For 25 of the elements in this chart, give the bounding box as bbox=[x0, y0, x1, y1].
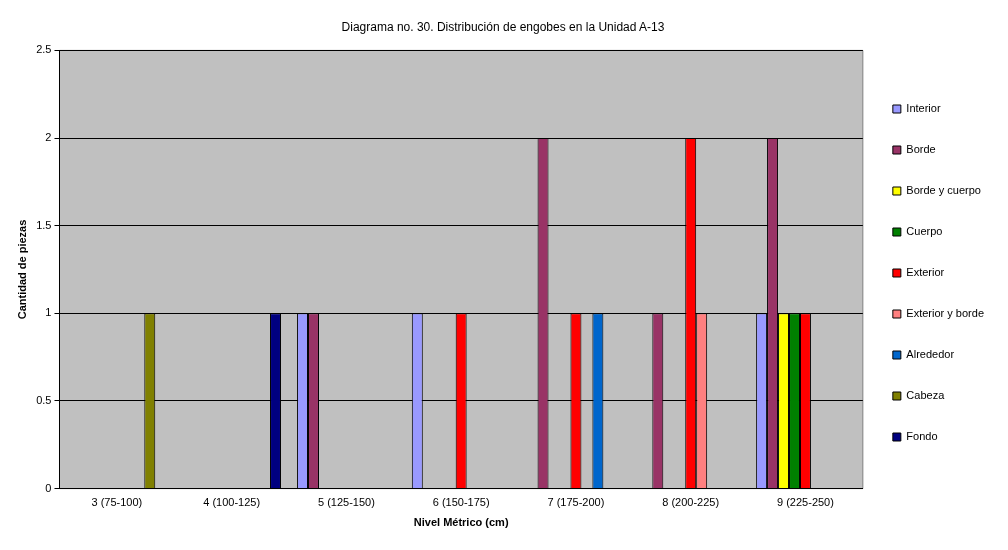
legend-label: Cuerpo bbox=[906, 225, 943, 238]
legend-label: Alrededor bbox=[906, 348, 955, 361]
y-tick-label: 2 bbox=[45, 131, 52, 144]
x-tick-label: 3 (75-100) bbox=[91, 496, 143, 509]
x-tick-label: 8 (200-225) bbox=[662, 496, 720, 509]
legend-label: Interior bbox=[906, 102, 941, 115]
y-tick-label: 2.5 bbox=[36, 43, 52, 56]
y-tick-label: 0 bbox=[45, 481, 52, 494]
y-tick-label: 1.5 bbox=[36, 218, 52, 231]
x-tick-label: 7 (175-200) bbox=[547, 496, 605, 509]
x-tick-label: 6 (150-175) bbox=[432, 496, 490, 509]
legend-label: Cabeza bbox=[906, 389, 946, 402]
legend-label: Exterior y borde bbox=[906, 307, 985, 320]
x-tick-label: 5 (125-150) bbox=[317, 496, 375, 509]
y-tick-label: 1 bbox=[45, 306, 52, 319]
legend-label: Borde y cuerpo bbox=[906, 184, 981, 197]
x-axis-title: Nivel Métrico (cm) bbox=[413, 516, 509, 529]
legend-label: Fondo bbox=[906, 430, 938, 443]
chart-title: Diagrama no. 30. Distribución de engobes en la Unidad A-13 bbox=[341, 19, 665, 34]
legend-label: Exterior bbox=[906, 266, 945, 279]
y-axis-title: Cantidad de piezas bbox=[15, 219, 28, 320]
x-tick-label: 4 (100-125) bbox=[203, 496, 261, 509]
x-tick-label: 9 (225-250) bbox=[777, 496, 834, 509]
y-tick-label: 0.5 bbox=[36, 393, 52, 406]
legend-label: Borde bbox=[906, 143, 936, 156]
